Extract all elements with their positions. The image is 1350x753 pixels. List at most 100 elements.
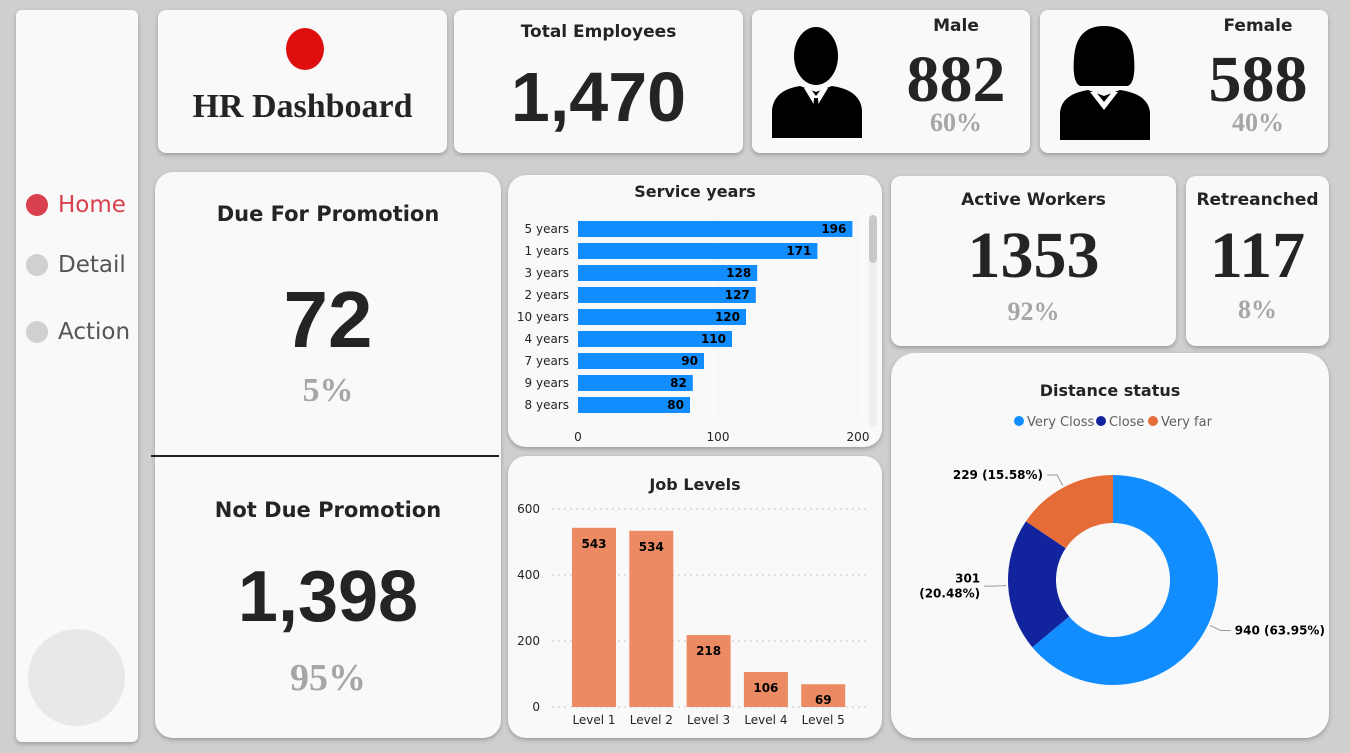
bar-value-label: 120 [715, 310, 740, 324]
bar [578, 331, 732, 347]
category-label: Level 5 [802, 713, 845, 727]
bar-value-label: 82 [670, 376, 687, 390]
avatar-placeholder[interactable] [28, 629, 125, 726]
y-tick-label: 200 [517, 634, 540, 648]
x-tick-label: 200 [847, 430, 870, 444]
active-workers-value: 1353 [967, 219, 1100, 292]
not-due-promotion-value: 1,398 [237, 557, 419, 637]
slice-label: (20.48%) [919, 587, 980, 601]
slice-label: 229 (15.58%) [953, 468, 1043, 482]
distance-status-chart: Very Closs Close Very far 940 (63.95%) 301(2… [919, 415, 1325, 685]
female-person-icon [1060, 26, 1150, 140]
service-years-card: Service years 0 100 200 5 years 196 1 years 17… [508, 175, 882, 447]
title-card: HR Dashboard [158, 10, 447, 153]
bar [578, 309, 746, 325]
bar [743, 672, 788, 707]
page-title: HR Dashboard [192, 88, 413, 125]
y-tick-label: 600 [517, 502, 540, 516]
bar [629, 530, 674, 707]
bar [801, 684, 846, 707]
category-label: 2 years [525, 288, 569, 302]
active-workers-title: Active Workers [961, 190, 1106, 210]
category-label: 3 years [525, 266, 569, 280]
brand-dot-icon [286, 28, 324, 70]
bar [578, 221, 853, 237]
bar [572, 527, 616, 707]
promotion-divider [151, 455, 499, 457]
female-title: Female [1223, 16, 1293, 36]
home-indicator-dot [26, 194, 48, 216]
distance-status-title: Distance status [1039, 381, 1181, 400]
nav-home-label: Home [58, 192, 126, 218]
nav-detail[interactable]: Detail [26, 250, 126, 280]
bar-value-label: 534 [639, 540, 664, 554]
bar [578, 265, 758, 281]
not-due-promotion-percent: 95% [290, 657, 366, 699]
male-person-icon [772, 27, 862, 138]
detail-indicator-dot [26, 254, 48, 276]
y-tick-label: 0 [532, 700, 540, 714]
bar [578, 287, 756, 303]
bar [578, 375, 693, 391]
category-label: Level 4 [744, 713, 787, 727]
bar-value-label: 218 [696, 644, 721, 658]
male-value: 882 [906, 43, 1006, 116]
male-percent: 60% [930, 108, 982, 137]
category-label: 1 years [525, 244, 569, 258]
category-label: 7 years [525, 354, 569, 368]
category-label: Level 3 [687, 713, 730, 727]
donut-slice [1025, 475, 1113, 549]
category-label: Level 1 [572, 713, 615, 727]
female-card: Female 588 40% [1040, 10, 1328, 153]
leader-line [984, 584, 1007, 587]
y-tick-label: 400 [517, 568, 540, 582]
donut-slice [1008, 521, 1070, 648]
nav-home[interactable]: Home [26, 190, 126, 220]
leader-line [1209, 624, 1231, 631]
bar-value-label: 127 [725, 288, 750, 302]
bar-value-label: 171 [786, 244, 811, 258]
retrenched-title: Retreanched [1196, 190, 1319, 210]
due-promotion-title: Due For Promotion [216, 202, 440, 226]
bar-value-label: 196 [821, 222, 846, 236]
active-workers-card: Active Workers 1353 92% [891, 176, 1176, 346]
bar-value-label: 69 [815, 693, 832, 707]
total-employees-title: Total Employees [520, 22, 677, 42]
category-label: 10 years [517, 310, 569, 324]
service-years-scrollbar[interactable] [869, 215, 877, 427]
female-value: 588 [1208, 43, 1308, 116]
male-title: Male [933, 16, 979, 36]
active-workers-percent: 92% [1007, 297, 1060, 326]
job-levels-chart: 0 200 400 600 543 Level 1 534 Level 2 218 Level 3… [517, 502, 870, 727]
legend-marker [1148, 416, 1158, 426]
total-employees-value: 1,470 [510, 58, 687, 136]
legend-label: Close [1109, 415, 1144, 430]
service-years-scroll-thumb[interactable] [869, 215, 877, 263]
legend-label: Very Closs [1027, 415, 1094, 430]
bar [578, 353, 704, 369]
legend-marker [1014, 416, 1024, 426]
retrenched-value: 117 [1209, 219, 1306, 292]
slice-label: 940 (63.95%) [1235, 623, 1325, 637]
nav-detail-label: Detail [58, 252, 126, 278]
female-percent: 40% [1232, 108, 1284, 137]
retrenched-card: Retreanched 117 8% [1186, 176, 1329, 346]
x-tick-label: 0 [574, 430, 582, 444]
bar-value-label: 128 [726, 266, 751, 280]
bar [686, 635, 731, 707]
category-label: 4 years [525, 332, 569, 346]
bar [578, 243, 818, 259]
category-label: Level 2 [630, 713, 673, 727]
male-card: Male 882 60% [752, 10, 1030, 153]
job-levels-card: Job Levels 0 200 400 600 543 Level 1 534 Level … [508, 456, 882, 738]
legend-marker [1096, 416, 1106, 426]
bar-value-label: 106 [753, 681, 778, 695]
bar-value-label: 80 [667, 398, 684, 412]
service-years-chart: 0 100 200 5 years 196 1 years 171 3 years 128 2 y… [517, 217, 870, 444]
action-indicator-dot [26, 321, 48, 343]
bar-value-label: 90 [681, 354, 698, 368]
x-tick-label: 100 [707, 430, 730, 444]
job-levels-title: Job Levels [649, 475, 741, 494]
category-label: 5 years [525, 222, 569, 236]
nav-action[interactable]: Action [26, 317, 130, 347]
